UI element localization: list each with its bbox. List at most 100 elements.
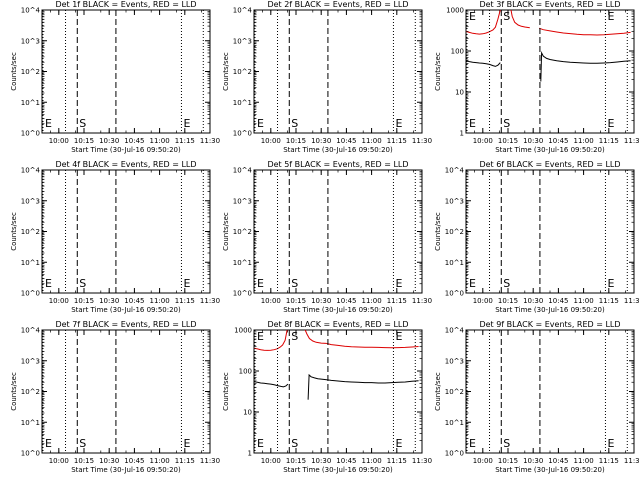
x-tick-label: 11:00 bbox=[362, 137, 382, 145]
y-tick-label: 10^3 bbox=[233, 197, 252, 205]
y-tick-label: 10^2 bbox=[21, 68, 40, 76]
y-tick-label: 10^1 bbox=[21, 259, 40, 267]
marker-label: E bbox=[469, 117, 476, 130]
x-tick-label: 11:30 bbox=[624, 457, 640, 465]
x-tick-label: 11:15 bbox=[175, 137, 195, 145]
y-tick-label: 10^3 bbox=[21, 197, 40, 205]
panel-title: Det 2f BLACK = Events, RED = LLD bbox=[267, 0, 408, 9]
x-tick-label: 11:15 bbox=[599, 137, 619, 145]
marker-label: E bbox=[257, 437, 264, 450]
y-tick-label: 1 bbox=[248, 450, 252, 458]
y-tick-label: 10^3 bbox=[21, 357, 40, 365]
x-tick-label: 10:15 bbox=[286, 297, 306, 305]
marker-label: E bbox=[257, 330, 264, 343]
x-tick-label: 11:30 bbox=[624, 137, 640, 145]
y-tick-label: 10^1 bbox=[21, 99, 40, 107]
y-tick-label: 10^2 bbox=[445, 388, 464, 396]
detector-panel: Det 8f BLACK = Events, RED = LLD 1 10 100 10… bbox=[222, 320, 432, 474]
lld-series-line bbox=[538, 27, 631, 36]
x-tick-label: 10:45 bbox=[336, 137, 356, 145]
plot-frame bbox=[465, 169, 635, 294]
x-tick-label: 10:15 bbox=[74, 297, 94, 305]
detector-panel: Det 7f BLACK = Events, RED = LLD 10^0 10^1… bbox=[10, 320, 220, 474]
lld-series-line bbox=[326, 342, 419, 349]
y-axis-label: Counts/sec bbox=[434, 52, 442, 91]
y-tick-label: 10^0 bbox=[445, 450, 464, 458]
lld-series-line bbox=[304, 329, 327, 344]
x-tick-label: 10:00 bbox=[473, 457, 493, 465]
x-tick-label: 11:15 bbox=[387, 457, 407, 465]
x-tick-label: 10:30 bbox=[523, 137, 543, 145]
x-tick-label: 10:00 bbox=[261, 457, 281, 465]
x-tick-label: 11:30 bbox=[412, 137, 432, 145]
y-axis-label: Counts/sec bbox=[434, 212, 442, 251]
x-tick-label: 11:00 bbox=[362, 457, 382, 465]
x-tick-label: 11:00 bbox=[150, 137, 170, 145]
marker-label: E bbox=[183, 277, 190, 290]
x-tick-label: 10:00 bbox=[261, 137, 281, 145]
detector-panel: Det 5f BLACK = Events, RED = LLD 10^0 10^1… bbox=[222, 160, 432, 314]
marker-label: E bbox=[257, 277, 264, 290]
x-tick-label: 10:45 bbox=[124, 297, 144, 305]
plot-frame bbox=[253, 329, 423, 454]
marker-label: E bbox=[45, 437, 52, 450]
plot-frame bbox=[41, 169, 211, 294]
events-series-line bbox=[253, 381, 289, 388]
x-tick-label: 10:45 bbox=[124, 137, 144, 145]
x-tick-label: 11:30 bbox=[200, 457, 220, 465]
y-axis-label: Counts/sec bbox=[222, 52, 230, 91]
x-tick-label: 10:30 bbox=[311, 137, 331, 145]
panel-title: Det 4f BLACK = Events, RED = LLD bbox=[55, 160, 196, 169]
marker-label: S bbox=[291, 330, 298, 343]
plot-frame bbox=[465, 9, 635, 134]
marker-label: E bbox=[469, 437, 476, 450]
plot-frame bbox=[41, 329, 211, 454]
y-tick-label: 10^2 bbox=[233, 68, 252, 76]
y-tick-label: 10^3 bbox=[445, 357, 464, 365]
panel-title: Det 5f BLACK = Events, RED = LLD bbox=[267, 160, 408, 169]
marker-label: E bbox=[395, 437, 402, 450]
x-axis-label: Start Time (30-Jul-16 09:50:20) bbox=[71, 306, 181, 314]
y-tick-label: 10^0 bbox=[21, 290, 40, 298]
x-tick-label: 11:15 bbox=[387, 137, 407, 145]
x-axis-label: Start Time (30-Jul-16 09:50:20) bbox=[495, 466, 605, 474]
x-tick-label: 10:30 bbox=[523, 297, 543, 305]
x-tick-label: 11:00 bbox=[574, 457, 594, 465]
x-tick-label: 11:00 bbox=[150, 297, 170, 305]
events-series-line bbox=[540, 50, 631, 82]
marker-label: S bbox=[291, 117, 298, 130]
x-tick-label: 11:30 bbox=[200, 137, 220, 145]
x-tick-label: 10:45 bbox=[124, 457, 144, 465]
plot-frame bbox=[253, 169, 423, 294]
marker-label: E bbox=[395, 330, 402, 343]
y-tick-label: 10^3 bbox=[445, 197, 464, 205]
panel-title: Det 3f BLACK = Events, RED = LLD bbox=[479, 0, 620, 9]
panel-title: Det 6f BLACK = Events, RED = LLD bbox=[479, 160, 620, 169]
marker-label: E bbox=[469, 10, 476, 23]
x-axis-label: Start Time (30-Jul-16 09:50:20) bbox=[71, 146, 181, 154]
x-tick-label: 10:15 bbox=[498, 297, 518, 305]
x-tick-label: 10:00 bbox=[473, 137, 493, 145]
y-tick-label: 10^0 bbox=[445, 290, 464, 298]
y-tick-label: 10 bbox=[455, 89, 464, 97]
marker-label: S bbox=[79, 117, 86, 130]
detector-panel: Det 1f BLACK = Events, RED = LLD 10^0 10^1… bbox=[10, 0, 220, 154]
x-tick-label: 10:30 bbox=[99, 297, 119, 305]
plot-frame bbox=[253, 9, 423, 134]
y-axis-label: Counts/sec bbox=[10, 212, 18, 251]
y-tick-label: 1 bbox=[460, 130, 464, 138]
y-tick-label: 10^3 bbox=[21, 37, 40, 45]
marker-label: E bbox=[395, 277, 402, 290]
x-tick-label: 11:00 bbox=[362, 297, 382, 305]
x-tick-label: 10:45 bbox=[548, 137, 568, 145]
plot-frame bbox=[41, 9, 211, 134]
panel-title: Det 7f BLACK = Events, RED = LLD bbox=[55, 320, 196, 329]
x-tick-label: 11:30 bbox=[624, 297, 640, 305]
y-axis-label: Counts/sec bbox=[222, 212, 230, 251]
x-tick-label: 10:00 bbox=[49, 297, 69, 305]
y-tick-label: 10^3 bbox=[233, 37, 252, 45]
x-tick-label: 10:45 bbox=[548, 297, 568, 305]
x-tick-label: 10:30 bbox=[99, 137, 119, 145]
x-tick-label: 11:00 bbox=[150, 457, 170, 465]
